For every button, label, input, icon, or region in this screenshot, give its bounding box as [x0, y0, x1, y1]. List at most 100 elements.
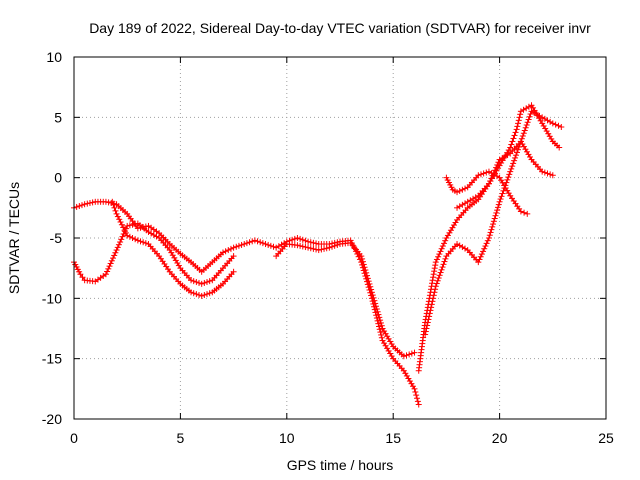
data-point: [428, 301, 435, 308]
data-point: [556, 144, 563, 151]
data-point: [241, 241, 248, 248]
x-tick-label: 20: [492, 430, 508, 446]
data-point: [424, 319, 431, 326]
data-point: [478, 251, 485, 258]
data-point: [257, 239, 264, 246]
data-point: [108, 257, 115, 264]
data-point: [193, 279, 200, 286]
data-point: [429, 277, 436, 284]
data-point: [435, 275, 442, 282]
chart-title: Day 189 of 2022, Sidereal Day-to-day VTE…: [89, 20, 591, 36]
data-point: [275, 243, 282, 250]
data-point: [376, 326, 383, 333]
grid-lines: [74, 57, 606, 419]
data-point: [307, 245, 314, 252]
data-point: [105, 265, 112, 272]
data-point: [477, 253, 484, 260]
data-point: [359, 258, 366, 265]
data-point: [431, 265, 438, 272]
data-point: [491, 167, 498, 174]
data-point: [498, 193, 505, 200]
data-point: [456, 203, 463, 210]
data-point: [294, 235, 301, 241]
data-point: [480, 248, 487, 255]
data-point: [541, 169, 548, 176]
data-point: [225, 247, 232, 254]
data-point: [426, 310, 433, 317]
data-point: [254, 238, 261, 245]
data-point: [524, 210, 531, 217]
data-point: [459, 201, 466, 208]
data-point: [262, 241, 269, 248]
data-point: [230, 244, 237, 251]
y-axis-title: SDTVAR / TECUs: [6, 182, 22, 294]
data-point: [558, 123, 565, 130]
y-tick-label: -5: [50, 230, 63, 246]
data-point: [497, 196, 504, 203]
data-point: [514, 123, 521, 130]
data-point: [326, 244, 333, 251]
y-tick-label: -10: [42, 290, 62, 306]
data-point: [78, 202, 85, 209]
data-point: [219, 249, 226, 256]
data-point: [507, 168, 514, 175]
y-tick-label: -15: [42, 351, 62, 367]
data-point: [366, 280, 373, 287]
data-point: [307, 239, 314, 246]
data-point: [355, 253, 362, 260]
data-point: [310, 239, 317, 246]
data-point: [305, 244, 312, 251]
data-point: [494, 207, 501, 214]
data-point: [504, 176, 511, 183]
data-point: [364, 275, 371, 282]
data-point: [358, 253, 365, 260]
data-point: [510, 135, 517, 142]
data-point: [494, 161, 501, 168]
axes: 0 5 10 15 20 25 -20 -15 -10 -5 0 5 10: [42, 49, 614, 446]
data-point: [484, 237, 491, 244]
data-point: [233, 243, 240, 250]
data-point: [132, 236, 139, 243]
data-point: [519, 132, 526, 139]
data-point: [201, 279, 208, 286]
data-point: [363, 269, 370, 276]
data-point: [374, 308, 381, 315]
data-point: [361, 264, 368, 271]
data-point: [370, 294, 377, 301]
data-point: [511, 132, 518, 139]
data-point: [153, 233, 160, 240]
x-tick-label: 10: [279, 430, 295, 446]
data-point: [259, 240, 266, 247]
data-point: [505, 174, 512, 181]
data-point: [429, 298, 436, 305]
x-tick-label: 25: [598, 430, 614, 446]
data-point: [190, 290, 197, 297]
data-point: [454, 204, 461, 211]
data-point: [552, 121, 559, 128]
data-point: [305, 238, 312, 245]
x-axis-title: GPS time / hours: [287, 457, 394, 473]
data-point: [495, 159, 502, 166]
data-point: [439, 243, 446, 250]
data-point: [516, 114, 523, 121]
data-point: [368, 286, 375, 293]
data-point: [456, 242, 463, 249]
series-track-7: [443, 168, 531, 217]
data-point: [406, 351, 413, 358]
data-point: [119, 233, 126, 240]
data-point: [517, 208, 524, 215]
data-point: [434, 277, 441, 284]
data-points: [71, 102, 565, 408]
data-point: [480, 170, 487, 177]
data-point: [140, 239, 147, 246]
data-point: [523, 122, 530, 129]
data-point: [270, 243, 277, 250]
data-point: [525, 103, 532, 110]
data-point: [481, 245, 488, 252]
data-point: [506, 171, 513, 178]
data-point: [246, 239, 253, 246]
data-point: [509, 163, 516, 170]
data-point: [437, 269, 444, 276]
data-point: [84, 200, 91, 207]
